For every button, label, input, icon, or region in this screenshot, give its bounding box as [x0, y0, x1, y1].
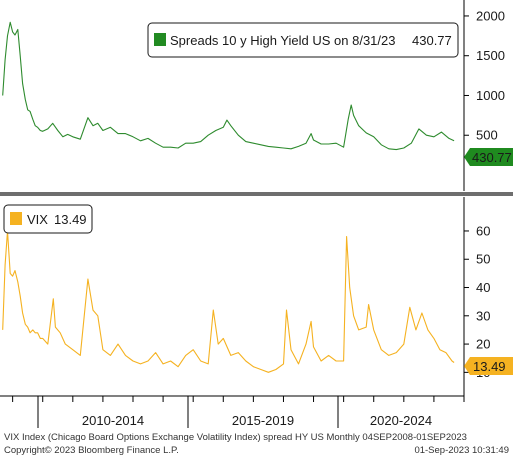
- y-tick-label-2000: 2000: [476, 8, 505, 23]
- footer-copyright: Copyright© 2023 Bloomberg Finance L.P.: [4, 445, 179, 456]
- y-tick-label-20: 20: [476, 337, 490, 352]
- top-legend-swatch: [154, 33, 166, 46]
- top-panel: 2000 1500 1000 500 Spreads 10 y High Yield …: [2, 0, 513, 191]
- top-y-ticks: 2000 1500 1000 500: [464, 8, 505, 143]
- top-legend-label: Spreads 10 y High Yield US on 8/31/23: [170, 33, 395, 48]
- x-label-2010-2014: 2010-2014: [82, 413, 144, 428]
- bottom-y-ticks: 605040302010: [464, 223, 490, 380]
- top-badge-shape: [464, 148, 513, 166]
- footer-timestamp: 01-Sep-2023 10:31:49: [414, 445, 509, 456]
- bottom-badge-shape: [464, 357, 513, 375]
- bottom-panel: 605040302010 VIX 13.49 13.49: [2, 197, 513, 396]
- y-tick-label-1000: 1000: [476, 88, 505, 103]
- bottom-series-line: [2, 230, 455, 373]
- bottom-legend: VIX 13.49: [3, 204, 93, 234]
- bottom-legend-swatch: [10, 212, 22, 225]
- top-legend-value: 430.77: [412, 33, 452, 48]
- top-last-value-badge: 430.77: [464, 148, 513, 166]
- x-label-2020-2024: 2020-2024: [370, 413, 432, 428]
- x-axis: 2010-2014 2015-2019 2020-2024: [0, 395, 465, 428]
- panel-divider: [0, 192, 513, 196]
- y-tick-label-60: 60: [476, 223, 490, 238]
- top-legend: Spreads 10 y High Yield US on 8/31/23 43…: [147, 22, 459, 58]
- top-legend-box: [147, 22, 459, 58]
- y-tick-label-40: 40: [476, 280, 490, 295]
- bottom-legend-value: 13.49: [54, 212, 87, 227]
- y-tick-label-1500: 1500: [476, 48, 505, 63]
- bottom-badge-value: 13.49: [473, 359, 506, 374]
- top-badge-value: 430.77: [472, 150, 512, 165]
- x-label-2015-2019: 2015-2019: [232, 413, 294, 428]
- footer-description: VIX Index (Chicago Board Options Exchang…: [4, 432, 467, 443]
- y-tick-label-50: 50: [476, 252, 490, 267]
- x-minor-ticks: [12, 396, 465, 402]
- bottom-last-value-badge: 13.49: [464, 357, 513, 375]
- top-series-line: [2, 21, 455, 151]
- bottom-legend-label: VIX: [27, 212, 48, 227]
- bottom-legend-box: [3, 204, 93, 234]
- y-tick-label-500: 500: [476, 128, 498, 143]
- y-tick-label-30: 30: [476, 308, 490, 323]
